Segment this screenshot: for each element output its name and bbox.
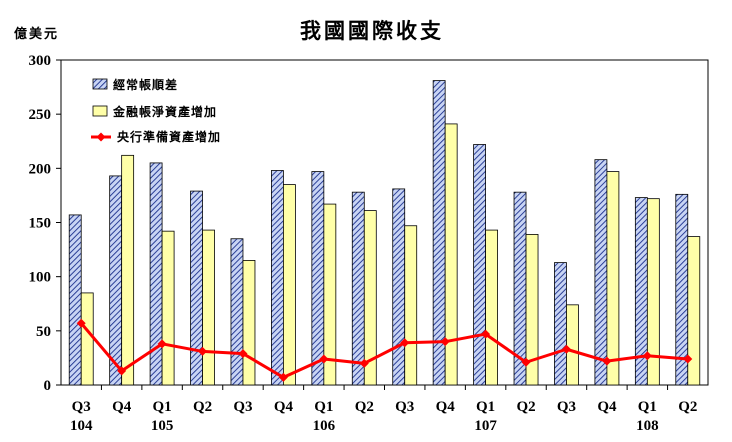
bar-current-account [230, 238, 244, 386]
x-category-label: Q4 [436, 399, 456, 415]
bar-financial-account [283, 184, 296, 386]
line-point-marker [198, 346, 208, 356]
x-category-label: Q2 [193, 399, 212, 415]
bar-current-account [351, 191, 365, 386]
bar-financial-account [323, 203, 337, 386]
line-point-marker [400, 338, 410, 348]
bar-financial-account [404, 225, 418, 386]
bar-financial-account [242, 260, 256, 386]
legend-label-current-account: 經常帳順差 [113, 77, 178, 92]
bar-current-account [68, 214, 82, 386]
bar-financial-account [363, 210, 377, 386]
line-point-marker [642, 351, 652, 361]
x-category-label: Q4 [112, 399, 132, 415]
line-point-marker [683, 354, 693, 364]
bar-current-account [554, 262, 567, 386]
line-point-marker [440, 337, 450, 347]
legend-label-financial-account: 金融帳淨資產增加 [112, 104, 217, 119]
bar-current-account [311, 171, 325, 386]
bar-financial-account [485, 229, 498, 386]
x-category-label: Q1 [153, 399, 172, 415]
x-category-label: Q4 [274, 399, 294, 415]
x-category-label: Q3 [557, 399, 576, 415]
x-category-label: Q2 [516, 399, 535, 415]
line-point-marker [602, 356, 612, 366]
y-tick-label: 0 [44, 378, 52, 394]
x-year-label: 108 [636, 418, 659, 434]
legend-marker-reserve-assets [96, 132, 106, 142]
y-tick-label: 200 [29, 161, 52, 177]
line-point-marker [521, 357, 531, 367]
legend-label-reserve-assets: 央行準備資產增加 [117, 129, 221, 144]
x-category-label: Q4 [597, 399, 617, 415]
x-year-label: 107 [474, 418, 497, 434]
bar-financial-account [80, 292, 94, 386]
line-point-marker [117, 366, 127, 376]
bar-financial-account [444, 123, 458, 386]
line-point-marker [157, 339, 167, 349]
y-axis-unit-label: 億美元 [14, 26, 59, 42]
bar-financial-account [202, 229, 215, 386]
bar-financial-account [646, 198, 660, 386]
line-point-marker [481, 329, 491, 339]
bar-current-account [392, 188, 406, 386]
line-reserve-assets [80, 322, 688, 379]
line-point-marker [76, 318, 86, 328]
y-tick-label: 50 [36, 324, 51, 340]
line-point-marker [561, 344, 571, 354]
legend-swatch-financial-account [92, 105, 108, 117]
bar-current-account [473, 144, 486, 386]
y-tick-label: 100 [29, 270, 52, 286]
x-category-label: Q1 [476, 399, 495, 415]
line-point-marker [238, 349, 248, 359]
x-year-label: 105 [151, 418, 174, 434]
bar-current-account [594, 159, 608, 386]
bar-financial-account [121, 154, 135, 386]
line-point-marker [278, 372, 288, 382]
line-point-marker [359, 358, 369, 368]
x-category-label: Q3 [233, 399, 252, 415]
y-tick-label: 250 [29, 107, 52, 123]
x-year-label: 106 [313, 418, 336, 434]
bar-financial-account [525, 234, 539, 386]
x-category-label: Q3 [395, 399, 414, 415]
x-category-label: Q3 [72, 399, 91, 415]
y-tick-label: 150 [29, 216, 52, 232]
bar-financial-account [606, 171, 620, 386]
x-category-label: Q2 [678, 399, 697, 415]
bar-current-account [271, 170, 284, 386]
x-category-label: Q1 [314, 399, 333, 415]
bar-current-account [190, 190, 203, 386]
bar-current-account [109, 175, 123, 386]
x-category-label: Q2 [355, 399, 374, 415]
bar-financial-account [161, 230, 175, 386]
x-year-label: 104 [70, 418, 93, 434]
legend-swatch-current-account [92, 78, 108, 90]
bar-financial-account [687, 236, 701, 386]
chart-title: 我國國際收支 [300, 18, 444, 43]
line-point-marker [319, 354, 329, 364]
x-category-label: Q1 [638, 399, 657, 415]
plot-area: 0 50 100 150 200 250 300 Q3 Q4 Q1 Q2 Q3 Q4 Q1 Q2 Q3 Q4 Q1… [29, 53, 709, 434]
bar-financial-account [566, 304, 579, 386]
y-tick-label: 300 [29, 53, 52, 69]
